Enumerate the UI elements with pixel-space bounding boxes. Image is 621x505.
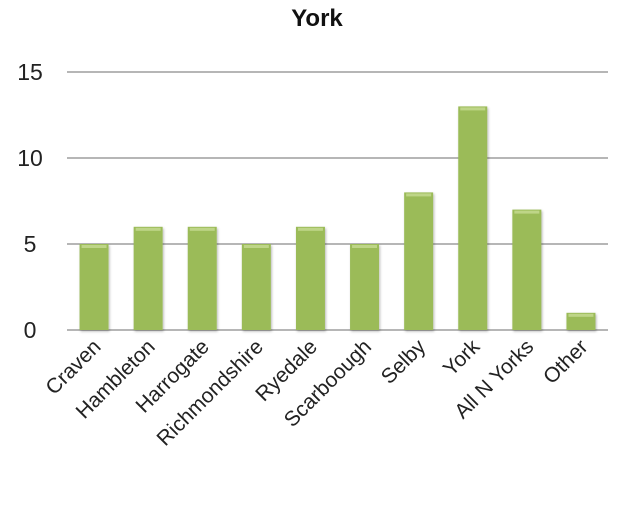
bar-all-n-yorks [512, 209, 542, 330]
bar-rect [566, 312, 596, 330]
bar-selby [404, 192, 434, 330]
bar-top-highlight [352, 245, 378, 248]
bar-top-highlight [243, 245, 269, 248]
bar-top-highlight [297, 227, 323, 231]
bar-rect [133, 226, 163, 330]
bar-top-highlight [406, 193, 432, 197]
bar-rect [350, 244, 380, 330]
y-tick-label: 5 [24, 231, 37, 257]
y-tick-label: 15 [17, 59, 43, 85]
bar-top-highlight [460, 107, 486, 111]
x-category-label: York [439, 335, 485, 381]
bar-top-highlight [135, 227, 161, 231]
bar-other [566, 312, 596, 330]
bar-harrogate [187, 226, 217, 330]
chart-title: York [291, 5, 343, 32]
bar-rect [241, 244, 271, 330]
y-tick-label: 10 [17, 145, 43, 171]
bar-ryedale [295, 226, 325, 330]
x-category-label: Other [539, 335, 592, 388]
bar-rect [187, 226, 217, 330]
x-axis-category-labels: CravenHambletonHarrogateRichmondshireRye… [41, 335, 592, 451]
bar-craven [79, 244, 109, 330]
bar-top-highlight [81, 245, 107, 248]
y-tick-label: 0 [24, 317, 37, 343]
bar-top-highlight [189, 227, 215, 231]
bar-rect [458, 106, 488, 331]
bar-hambleton [133, 226, 163, 330]
bar-rect [512, 209, 542, 330]
x-category-label: Selby [377, 335, 431, 389]
bars [79, 106, 596, 331]
y-axis-tick-labels: 0 5 10 15 [17, 59, 43, 343]
bar-rect [79, 244, 109, 330]
bar-top-highlight [568, 313, 594, 317]
bar-york [458, 106, 488, 331]
bar-rect [295, 226, 325, 330]
bar-top-highlight [514, 210, 540, 214]
bar-richmondshire [241, 244, 271, 330]
bar-rect [404, 192, 434, 330]
bar-scarboough [350, 244, 380, 330]
